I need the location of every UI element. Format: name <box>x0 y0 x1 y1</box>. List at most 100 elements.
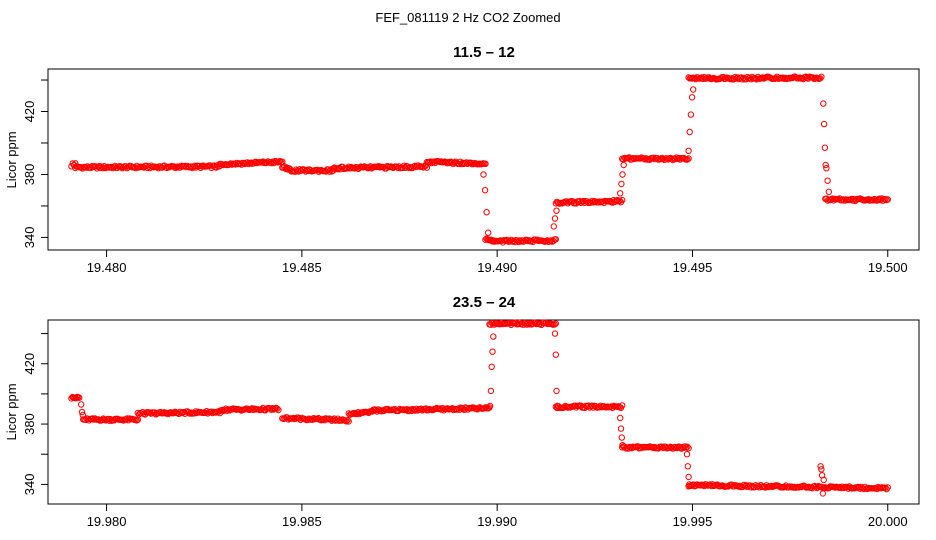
data-point <box>555 199 562 207</box>
data-point <box>619 171 626 178</box>
data-point <box>685 445 692 452</box>
data-point <box>551 215 559 222</box>
data-point <box>444 160 451 167</box>
data-point <box>269 405 276 412</box>
data-point <box>684 463 691 470</box>
y-tick-label: 420 <box>22 353 37 375</box>
data-point <box>185 409 192 416</box>
data-point <box>485 229 492 236</box>
data-point <box>818 466 825 473</box>
data-series <box>68 73 891 246</box>
data-point <box>791 483 798 491</box>
data-point <box>685 473 692 481</box>
plot-frame <box>47 68 920 251</box>
data-point <box>740 481 747 489</box>
data-point <box>561 404 568 411</box>
data-point <box>685 155 692 162</box>
data-point <box>685 147 692 155</box>
data-point <box>571 402 579 409</box>
chart-panel-1: 11.5 – 12 Licor ppm 19.480 19.485 19.490 19… <box>4 44 920 275</box>
data-point <box>123 415 131 422</box>
data-point <box>446 159 453 167</box>
data-point <box>481 187 489 194</box>
data-point <box>132 416 139 423</box>
x-tick-label: 19.985 <box>282 514 322 529</box>
data-point <box>489 320 497 327</box>
data-point <box>488 363 495 370</box>
data-point <box>506 238 514 245</box>
data-point <box>554 402 561 410</box>
data-point <box>180 408 187 416</box>
y-tick-label: 380 <box>22 164 37 186</box>
data-point <box>329 165 337 172</box>
data-point <box>346 165 354 172</box>
data-point <box>237 406 244 413</box>
data-point <box>686 128 693 136</box>
chart-panel-2: 23.5 – 24 Licor ppm 19.980 19.985 19.990 19… <box>4 294 920 529</box>
y-axis: 340 380 420 <box>22 333 48 496</box>
data-point <box>779 74 787 81</box>
data-point <box>782 74 789 82</box>
data-point <box>848 195 855 203</box>
data-point <box>304 416 311 424</box>
data-point <box>553 387 560 395</box>
data-point <box>335 417 343 424</box>
data-point <box>341 417 349 424</box>
data-point <box>490 237 497 244</box>
data-point <box>208 408 215 415</box>
y-axis: 340 380 420 <box>22 79 48 249</box>
data-point <box>812 75 819 82</box>
data-point <box>226 161 233 168</box>
data-point <box>686 481 693 488</box>
x-tick-label: 19.500 <box>868 260 908 275</box>
data-point <box>78 401 85 408</box>
data-point <box>296 415 303 422</box>
data-point <box>660 155 667 163</box>
data-point <box>430 158 438 165</box>
data-point <box>117 163 125 171</box>
data-point <box>406 407 413 414</box>
y-axis-label: Licor ppm <box>4 383 19 440</box>
data-point <box>819 490 827 497</box>
data-point <box>618 434 625 441</box>
data-point <box>872 196 879 203</box>
data-point <box>552 236 559 243</box>
data-point <box>552 351 559 358</box>
y-tick-label: 340 <box>22 227 37 249</box>
data-point <box>884 484 891 491</box>
data-point <box>823 165 830 172</box>
data-point <box>818 73 825 81</box>
data-point <box>394 164 402 172</box>
data-point <box>668 444 675 451</box>
y-tick-label: 340 <box>22 474 37 496</box>
data-point <box>820 476 827 484</box>
data-point <box>483 209 490 216</box>
data-point <box>202 409 209 417</box>
data-point <box>79 411 87 419</box>
data-point <box>768 482 775 490</box>
data-point <box>883 485 890 493</box>
data-point <box>191 162 198 170</box>
data-point <box>99 416 106 423</box>
data-point <box>551 321 558 328</box>
data-point <box>263 159 270 166</box>
data-point <box>637 444 644 452</box>
data-point <box>337 416 344 423</box>
data-point <box>522 320 529 327</box>
data-point <box>785 484 792 491</box>
data-point <box>478 160 486 168</box>
data-point <box>515 238 522 246</box>
y-tick-label: 380 <box>22 413 37 435</box>
data-point <box>553 207 560 214</box>
data-point <box>377 407 384 414</box>
data-point <box>690 86 697 93</box>
data-point <box>672 155 679 163</box>
data-point <box>657 155 664 163</box>
data-point <box>344 416 351 424</box>
data-point <box>448 159 456 166</box>
data-point <box>619 196 626 204</box>
data-point <box>876 195 883 202</box>
data-series <box>68 319 891 497</box>
data-point <box>516 237 523 244</box>
data-point <box>146 409 154 416</box>
